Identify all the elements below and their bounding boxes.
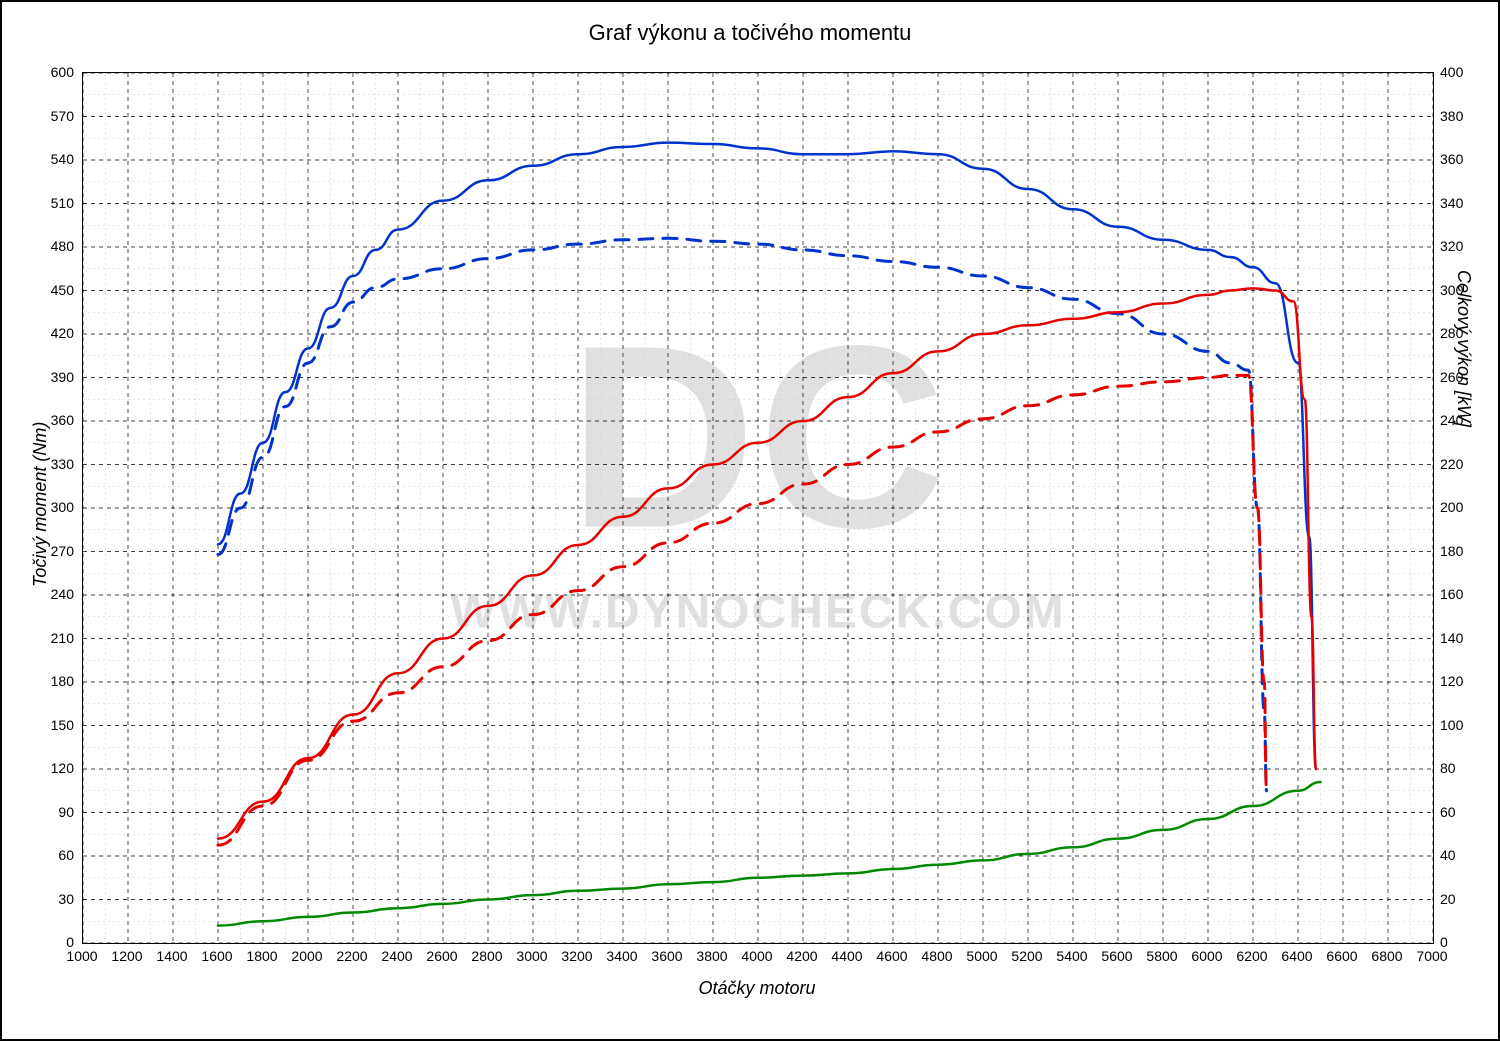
tick-label: 600	[34, 64, 74, 80]
tick-label: 540	[34, 151, 74, 167]
plot-svg	[83, 73, 1433, 943]
plot-area: DC WWW.DYNOCHECK.COM	[82, 72, 1434, 944]
tick-label: 3200	[561, 948, 592, 964]
tick-label: 210	[34, 630, 74, 646]
tick-label: 6200	[1236, 948, 1267, 964]
tick-label: 4000	[741, 948, 772, 964]
tick-label: 240	[1440, 412, 1480, 428]
tick-label: 480	[34, 238, 74, 254]
series-power_tuned	[218, 288, 1316, 838]
tick-label: 160	[1440, 586, 1480, 602]
tick-label: 220	[1440, 456, 1480, 472]
tick-label: 180	[1440, 543, 1480, 559]
tick-label: 450	[34, 282, 74, 298]
tick-label: 280	[1440, 325, 1480, 341]
tick-label: 360	[1440, 151, 1480, 167]
tick-label: 6800	[1371, 948, 1402, 964]
tick-label: 3600	[651, 948, 682, 964]
tick-label: 420	[34, 325, 74, 341]
tick-label: 4200	[786, 948, 817, 964]
chart-page: Graf výkonu a točivého momentu DC WWW.DY…	[0, 0, 1500, 1041]
tick-label: 5200	[1011, 948, 1042, 964]
tick-label: 60	[1440, 804, 1480, 820]
tick-label: 320	[1440, 238, 1480, 254]
tick-label: 1400	[156, 948, 187, 964]
tick-label: 3000	[516, 948, 547, 964]
tick-label: 90	[34, 804, 74, 820]
tick-label: 60	[34, 847, 74, 863]
x-axis-label: Otáčky motoru	[82, 978, 1432, 999]
tick-label: 0	[1440, 934, 1480, 950]
tick-label: 3400	[606, 948, 637, 964]
tick-label: 4400	[831, 948, 862, 964]
tick-label: 260	[1440, 369, 1480, 385]
tick-label: 240	[34, 586, 74, 602]
tick-label: 1200	[111, 948, 142, 964]
tick-label: 80	[1440, 760, 1480, 776]
tick-label: 4800	[921, 948, 952, 964]
tick-label: 140	[1440, 630, 1480, 646]
tick-label: 2400	[381, 948, 412, 964]
tick-label: 200	[1440, 499, 1480, 515]
tick-label: 2800	[471, 948, 502, 964]
tick-label: 20	[1440, 891, 1480, 907]
tick-label: 40	[1440, 847, 1480, 863]
chart-title: Graf výkonu a točivého momentu	[2, 20, 1498, 46]
tick-label: 100	[1440, 717, 1480, 733]
tick-label: 30	[34, 891, 74, 907]
tick-label: 5600	[1101, 948, 1132, 964]
tick-label: 300	[34, 499, 74, 515]
tick-label: 380	[1440, 108, 1480, 124]
series-torque_tuned	[218, 143, 1316, 769]
tick-label: 510	[34, 195, 74, 211]
tick-label: 5800	[1146, 948, 1177, 964]
tick-label: 300	[1440, 282, 1480, 298]
tick-label: 330	[34, 456, 74, 472]
tick-label: 5000	[966, 948, 997, 964]
tick-label: 2200	[336, 948, 367, 964]
tick-label: 180	[34, 673, 74, 689]
tick-label: 570	[34, 108, 74, 124]
tick-label: 340	[1440, 195, 1480, 211]
tick-label: 1800	[246, 948, 277, 964]
tick-label: 2600	[426, 948, 457, 964]
tick-label: 400	[1440, 64, 1480, 80]
tick-label: 1600	[201, 948, 232, 964]
tick-label: 7000	[1416, 948, 1447, 964]
tick-label: 1000	[66, 948, 97, 964]
tick-label: 2000	[291, 948, 322, 964]
tick-label: 6000	[1191, 948, 1222, 964]
tick-label: 3800	[696, 948, 727, 964]
tick-label: 4600	[876, 948, 907, 964]
tick-label: 120	[34, 760, 74, 776]
tick-label: 120	[1440, 673, 1480, 689]
tick-label: 360	[34, 412, 74, 428]
tick-label: 150	[34, 717, 74, 733]
tick-label: 5400	[1056, 948, 1087, 964]
tick-label: 390	[34, 369, 74, 385]
tick-label: 0	[34, 934, 74, 950]
tick-label: 6400	[1281, 948, 1312, 964]
series-loss_power	[218, 782, 1321, 926]
tick-label: 6600	[1326, 948, 1357, 964]
tick-label: 270	[34, 543, 74, 559]
